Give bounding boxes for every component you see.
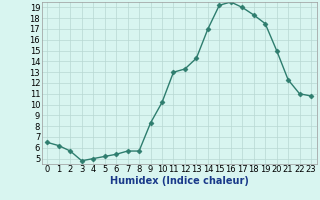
X-axis label: Humidex (Indice chaleur): Humidex (Indice chaleur): [110, 176, 249, 186]
